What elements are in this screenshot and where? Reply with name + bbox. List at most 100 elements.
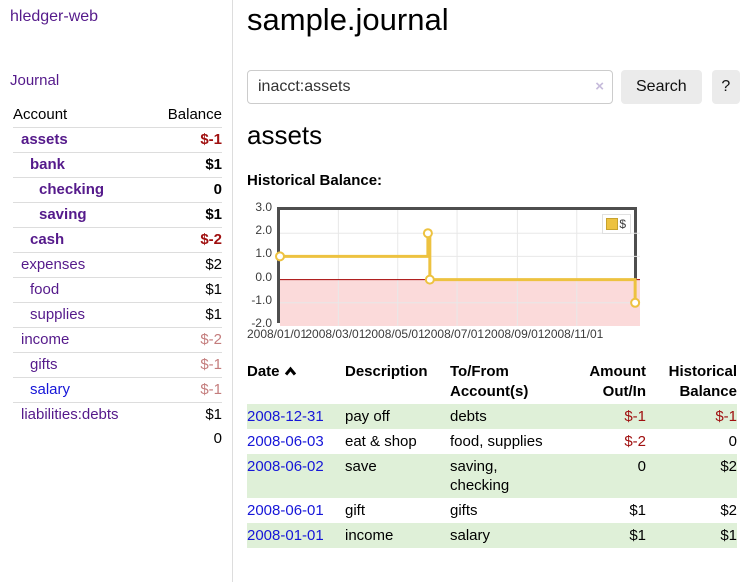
description-cell: eat & shop [345,429,450,454]
account-cell: supplies [13,303,151,328]
register-table: Date Description To/From Account(s) Amou… [247,360,737,548]
account-link[interactable]: bank [30,156,65,173]
balance-cell: 0 [646,429,737,454]
account-row: supplies $1 [13,303,222,328]
description-cell: income [345,523,450,548]
app-title-link[interactable]: hledger-web [10,8,232,26]
y-axis-tick-label: 1.0 [255,246,272,260]
y-axis-tick-label: 0.0 [255,270,272,284]
account-link[interactable]: supplies [30,306,85,323]
account-balance: $-1 [151,353,222,378]
account-heading: assets [247,120,322,151]
account-cell: bank [13,153,151,178]
date-cell: 2008-06-02 [247,454,345,498]
description-cell: gift [345,498,450,523]
account-link[interactable]: salary [30,381,70,398]
account-link[interactable]: income [21,331,69,348]
accounts-table-header: Account Balance [13,103,222,128]
account-balance: 0 [151,178,222,203]
transaction-date-link[interactable]: 2008-01-01 [247,527,324,544]
account-balance: $1 [151,153,222,178]
balance-cell: $2 [646,454,737,498]
account-row: gifts $-1 [13,353,222,378]
plot-area: $ [277,207,637,323]
y-axis-tick-label: 2.0 [255,223,272,237]
account-cell: liabilities:debts [13,403,151,428]
description-cell: save [345,454,450,498]
transaction-row: 2008-01-01incomesalary$1$1 [247,523,737,548]
search-button[interactable]: Search [621,70,702,104]
account-link[interactable]: checking [39,181,104,198]
account-row: expenses $2 [13,253,222,278]
account-row: bank $1 [13,153,222,178]
account-cell: saving [13,203,151,228]
account-balance: $-1 [151,128,222,153]
transaction-date-link[interactable]: 2008-12-31 [247,408,324,425]
transaction-row: 2008-12-31pay offdebts$-1$-1 [247,404,737,429]
x-axis-tick-label: 2008/05/01 [365,327,425,341]
accounts-cell: salary [450,523,566,548]
account-cell: gifts [13,353,151,378]
accounts-cell: debts [450,404,566,429]
description-cell: pay off [345,404,450,429]
account-link[interactable]: saving [39,206,87,223]
y-axis-tick-label: 3.0 [255,200,272,214]
page-title: sample.journal [247,2,449,38]
date-cell: 2008-06-03 [247,429,345,454]
y-axis: 3.02.01.00.0-1.0-2.0 [245,207,272,323]
transaction-date-link[interactable]: 2008-06-01 [247,502,324,519]
account-row: income $-2 [13,328,222,353]
legend-swatch-icon [606,218,618,230]
account-link[interactable]: cash [30,231,64,248]
amount-cell: $-2 [566,429,646,454]
accounts-total-spacer [13,427,151,451]
transaction-row: 2008-06-02savesaving, checking0$2 [247,454,737,498]
search-input[interactable] [247,70,613,104]
account-link[interactable]: liabilities:debts [21,406,119,423]
balance-column-header: Historical Balance [646,360,737,404]
account-cell: salary [13,378,151,403]
x-axis-tick-label: 2008/03/01 [305,327,365,341]
amount-cell: $1 [566,523,646,548]
search-input-wrap: × [247,70,613,104]
date-cell: 2008-01-01 [247,523,345,548]
y-axis-tick-label: -1.0 [251,293,272,307]
account-link[interactable]: food [30,281,59,298]
account-balance: $1 [151,278,222,303]
accounts-total-row: 0 [13,427,222,451]
historical-balance-chart: 3.02.01.00.0-1.0-2.0 $ 2008/01/012008/03… [245,203,742,343]
clear-search-icon[interactable]: × [595,78,604,96]
account-column-header: Account [13,103,151,128]
account-cell: food [13,278,151,303]
account-balance: $1 [151,303,222,328]
balance-column-header: Balance [151,103,222,128]
transaction-row: 2008-06-03eat & shopfood, supplies$-20 [247,429,737,454]
transaction-date-link[interactable]: 2008-06-03 [247,433,324,450]
account-link[interactable]: gifts [30,356,58,373]
accounts-cell: saving, checking [450,454,566,498]
date-cell: 2008-06-01 [247,498,345,523]
x-axis-tick-label: 2008/07/01 [424,327,484,341]
chart-title: Historical Balance: [247,172,382,189]
date-cell: 2008-12-31 [247,404,345,429]
sort-ascending-icon [284,362,297,382]
legend-label: $ [619,217,626,231]
main-content: sample.journal × Search ? assets Histori… [245,0,742,582]
sidebar-item-journal[interactable]: Journal [10,72,59,89]
account-balance: $-2 [151,328,222,353]
accounts-cell: gifts [450,498,566,523]
description-column-header: Description [345,360,450,404]
x-axis-tick-label: 2008/09/01 [484,327,544,341]
account-cell: cash [13,228,151,253]
help-button[interactable]: ? [712,70,740,104]
transaction-date-link[interactable]: 2008-06-02 [247,458,324,475]
balance-cell: $1 [646,523,737,548]
register-header-row: Date Description To/From Account(s) Amou… [247,360,737,404]
accounts-table: Account Balance assets $-1 bank $1 checking 0… [13,103,222,451]
date-column-header[interactable]: Date [247,360,345,404]
account-link[interactable]: assets [21,131,68,148]
chart-legend: $ [602,214,631,234]
account-balance: $2 [151,253,222,278]
x-axis-tick-label: 2008/11/01 [544,327,603,341]
account-link[interactable]: expenses [21,256,85,273]
